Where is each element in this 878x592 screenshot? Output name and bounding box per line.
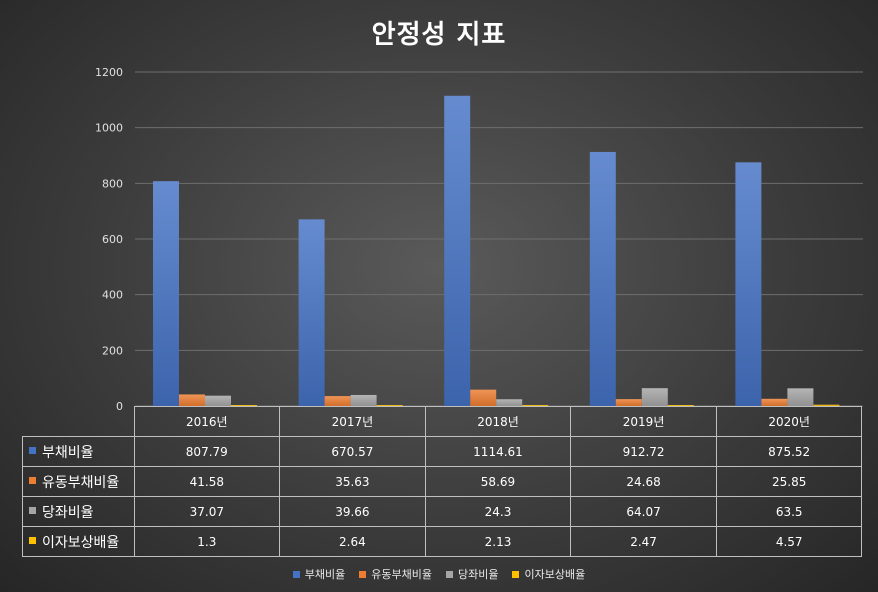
data-label: 64.07	[570, 496, 717, 527]
legend-swatch	[446, 570, 453, 578]
y-tick-label: 600	[102, 233, 123, 246]
series-name: 부채비율	[42, 444, 94, 461]
bar-1-2017년	[298, 219, 325, 406]
bar-3-2019년	[641, 388, 668, 406]
data-label: 670.57	[279, 436, 426, 467]
bar-3-2018년	[496, 399, 523, 406]
legend: 부채비율 유동부채비율 당좌비율 이자보상배율	[0, 566, 878, 582]
bar-4-2019년	[667, 405, 694, 406]
legend-label: 이자보상배율	[524, 568, 586, 581]
bar-1-2019년	[589, 151, 616, 406]
table-row: 이자보상배율 1.3 2.64 2.13 2.47 4.57	[22, 526, 863, 557]
data-label: 2.64	[279, 526, 426, 557]
bar-2-2019년	[615, 399, 642, 406]
category-label: 2018년	[424, 406, 572, 437]
data-label: 24.3	[424, 496, 572, 527]
y-tick-label: 200	[102, 344, 123, 357]
legend-label: 당좌비율	[458, 568, 499, 581]
legend-label: 유동부채비율	[371, 568, 432, 581]
legend-label: 부채비율	[304, 568, 346, 581]
data-label: 37.07	[133, 496, 281, 527]
legend-item: 부채비율	[292, 566, 346, 582]
data-label: 2.13	[424, 526, 572, 557]
series-name: 유동부채비율	[42, 474, 120, 491]
legend-swatch	[512, 570, 520, 578]
bar-2-2020년	[761, 398, 788, 406]
legend-item: 당좌비율	[446, 566, 498, 582]
bar-3-2020년	[787, 388, 814, 406]
bar-4-2018년	[522, 405, 549, 406]
category-label: 2016년	[133, 406, 281, 437]
series-swatch	[29, 537, 36, 544]
series-row-header: 유동부채비율	[22, 466, 135, 497]
y-tick-label: 800	[102, 177, 123, 190]
data-label: 63.5	[715, 496, 863, 527]
bar-2-2018년	[470, 389, 497, 406]
bar-4-2016년	[231, 405, 257, 406]
series-swatch	[29, 447, 36, 454]
bar-1-2020년	[735, 162, 762, 406]
chart-title: 안정성 지표	[371, 20, 507, 50]
category-label: 2020년	[715, 406, 863, 437]
series-name: 당좌비율	[42, 504, 94, 521]
data-label: 41.58	[133, 466, 281, 497]
table-row: 부채비율 807.79 670.57 1114.61 912.72 875.52	[22, 436, 863, 467]
series-row-header: 부채비율	[22, 436, 135, 467]
legend-item: 이자보상배율	[512, 566, 585, 582]
data-label: 25.85	[715, 466, 863, 497]
y-tick-label: 1200	[95, 66, 123, 79]
data-label: 35.63	[279, 466, 426, 497]
data-label: 1114.61	[424, 436, 572, 467]
y-tick-label: 400	[102, 289, 123, 302]
data-label: 58.69	[424, 466, 572, 497]
series-row-header: 당좌비율	[22, 496, 135, 527]
data-label: 4.57	[715, 526, 863, 557]
legend-swatch	[292, 570, 300, 578]
bar-1-2018년	[444, 95, 471, 407]
data-label: 807.79	[133, 436, 281, 467]
series-swatch	[29, 477, 36, 484]
bar-4-2017년	[376, 405, 403, 406]
series-swatch	[29, 507, 36, 514]
data-label: 24.68	[570, 466, 717, 497]
series-name: 이자보상배율	[42, 534, 120, 551]
bar-2-2016년	[179, 394, 205, 406]
table-header-row: 2016년 2017년 2018년 2019년 2020년	[22, 406, 863, 437]
legend-swatch	[359, 570, 367, 578]
bar-2-2017년	[324, 396, 351, 406]
series-row-header: 이자보상배율	[22, 526, 135, 557]
bar-1-2016년	[153, 181, 179, 406]
category-label: 2019년	[570, 406, 717, 437]
table-corner	[22, 406, 135, 437]
table-row: 당좌비율 37.07 39.66 24.3 64.07 63.5	[22, 496, 863, 527]
category-label: 2017년	[279, 406, 426, 437]
data-label: 875.52	[715, 436, 863, 467]
table-row: 유동부채비율 41.58 35.63 58.69 24.68 25.85	[22, 466, 863, 497]
legend-item: 유동부채비율	[359, 566, 432, 582]
bar-3-2017년	[350, 394, 377, 406]
data-label: 2.47	[570, 526, 717, 557]
bar-4-2020년	[813, 404, 840, 406]
y-tick-label: 1000	[95, 122, 123, 135]
data-label: 1.3	[133, 526, 281, 557]
data-label: 912.72	[570, 436, 717, 467]
bar-3-2016년	[205, 395, 231, 406]
data-label: 39.66	[279, 496, 426, 527]
